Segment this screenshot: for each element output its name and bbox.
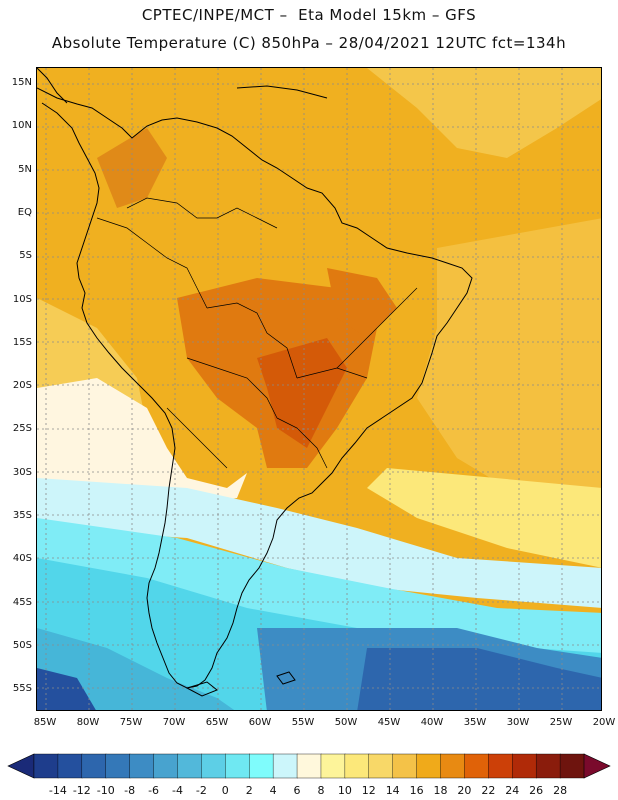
lat-label: 30S [12,466,32,478]
lat-label: 40S [12,553,32,565]
colorbar-over-arrow [583,753,611,779]
lon-label: 60W [248,717,272,728]
map-title-line1: CPTEC/INPE/MCT – Eta Model 15km – GFS [141,6,477,24]
lat-label: 35S [12,510,32,521]
colorbar-swatch [225,753,250,779]
colorbar-under-arrow [7,753,35,779]
colorbar-label: -4 [171,784,183,797]
lat-label: 20S [12,380,32,392]
colorbar-swatch [249,753,274,779]
lat-label: 25S [12,423,32,435]
field-very-hot-core [257,338,347,448]
lon-label: 35W [463,717,487,728]
colorbar-swatch [512,753,537,779]
colorbar-label: 8 [317,784,325,797]
lon-label: 30W [506,717,530,728]
field-blue-sw [37,628,235,710]
lon-label: 85W [33,717,57,728]
colorbar-swatch [416,753,442,779]
field-ne-yellow [367,68,601,158]
lat-label: 5N [18,163,32,175]
field-cream-band [37,378,247,508]
country-borders [96,197,418,469]
colorbar-label: -6 [148,784,160,797]
colorbar-swatch [296,753,322,779]
colorbar-label: 22 [481,784,496,797]
map-title-line2: Absolute Temperature (C) 850hPa – 28/04/… [51,34,567,52]
colorbar-swatch [33,753,59,779]
lat-label: 15N [11,77,32,88]
temperature-field [37,68,601,710]
lat-label: 55S [12,683,32,695]
colorbar-label: -2 [195,784,207,797]
field-darkblue-sw [37,668,96,710]
map-panel[interactable] [36,67,602,711]
colorbar-swatch [440,753,466,779]
lon-label: 45W [377,717,401,728]
colorbar-label: 28 [553,784,568,797]
colorbar-swatch [57,753,83,779]
colorbar-swatch [535,753,561,779]
colorbar-swatch [392,753,418,779]
lat-label: 15S [12,336,32,348]
field-east-yellow [417,218,601,508]
lon-label: 75W [119,717,143,728]
colorbar-label: 2 [245,784,253,797]
lon-label: 55W [291,717,315,728]
colorbar-label: -12 [72,784,91,797]
colorbar-label: 0 [221,784,229,797]
graticule [37,68,601,710]
colorbar-swatch [177,753,203,779]
colorbar-label: -10 [96,784,115,797]
colorbar-label: 20 [457,784,472,797]
lat-label: EQ [17,206,32,218]
lon-label: 20W [592,717,616,728]
field-hot-north [327,268,397,338]
field-darkblue-se [357,648,601,710]
colorbar-swatch [153,753,179,779]
lat-label: 10N [11,120,32,132]
colorbar-label: 24 [505,784,520,797]
colorbar-label: -14 [48,784,67,797]
colorbar-swatch [272,753,298,779]
field-lightcyan-band [37,478,601,608]
lat-label: 50S [12,639,32,651]
colorbar-swatch [105,753,131,779]
colorbar-label: 26 [529,784,544,797]
colorbar-swatch [344,753,370,779]
colorbar-label: 4 [269,784,277,797]
coastlines [37,68,473,697]
colorbar-label: 14 [385,784,400,797]
colorbar-swatch [129,753,155,779]
lon-label: 80W [76,717,100,728]
colorbar-label: 18 [433,784,448,797]
colorbar-swatch [201,753,227,779]
lat-label: 10S [12,293,32,305]
field-se-paleyellow [367,468,601,568]
colorbar-swatch [320,753,346,779]
colorbar-label: -8 [124,784,136,797]
colorbar-swatch [464,753,490,779]
colorbar-swatch [559,753,585,779]
colorbar-label: 12 [361,784,376,797]
colorbar-label: 16 [409,784,424,797]
colorbar-swatch [81,753,107,779]
colorbar-swatch [488,753,513,779]
lat-label: 5S [19,250,32,262]
lon-label: 25W [549,717,573,728]
colorbar-label: 6 [293,784,301,797]
colorbar [7,753,611,779]
lat-label: 45S [12,596,32,608]
colorbar-label: 10 [337,784,352,797]
lon-label: 70W [162,717,186,728]
lon-label: 40W [420,717,444,728]
colorbar-swatch [368,753,394,779]
lon-label: 50W [334,717,358,728]
lon-label: 65W [205,717,229,728]
